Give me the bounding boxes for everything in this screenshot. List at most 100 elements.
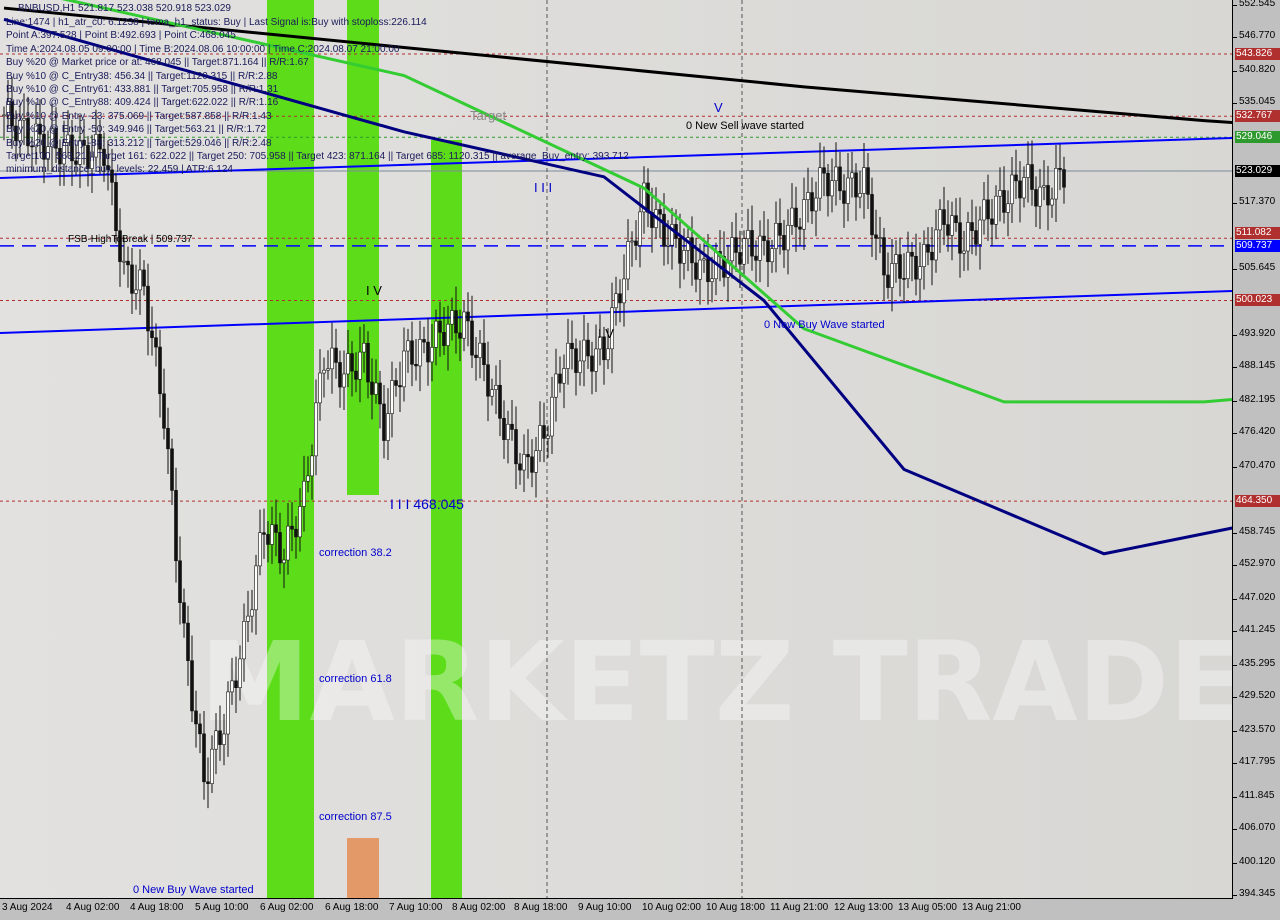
candle-body bbox=[90, 156, 94, 169]
chart-plot-area[interactable]: MARKETZ TRADE BNBUSD,H1 521.817 523.038 … bbox=[0, 0, 1233, 899]
candle-body bbox=[598, 336, 602, 350]
candle-body bbox=[626, 241, 630, 280]
candle-body bbox=[830, 180, 834, 197]
candle-body bbox=[294, 528, 298, 538]
candle-body bbox=[74, 160, 78, 165]
candle-body bbox=[38, 123, 42, 135]
buy-wave-label: 0 New Buy Wave started bbox=[764, 319, 885, 331]
candle-body bbox=[222, 733, 226, 745]
candle-body bbox=[986, 199, 990, 220]
candle-body bbox=[30, 145, 34, 148]
candle-body bbox=[570, 342, 574, 350]
candle-body bbox=[606, 348, 610, 361]
candle-body bbox=[1046, 185, 1050, 206]
info-line: Target100: 563.21 || Target 161: 622.022… bbox=[6, 151, 629, 162]
candle-body bbox=[878, 237, 882, 239]
candle-body bbox=[1054, 168, 1058, 200]
candle-body bbox=[566, 342, 570, 369]
candle-body bbox=[990, 218, 994, 225]
y-tick-label: 417.795 bbox=[1239, 756, 1276, 768]
sell-wave-label: 0 New Sell wave started bbox=[686, 120, 804, 132]
candle-body bbox=[118, 230, 122, 262]
target-label: Target bbox=[470, 108, 507, 123]
price-level-tag: 511.082 bbox=[1235, 226, 1280, 239]
upper-trendline[interactable] bbox=[0, 137, 1232, 179]
wave-iv-label: I V bbox=[598, 326, 614, 341]
price-level-tag: 532.767 bbox=[1235, 110, 1280, 123]
candle-body bbox=[930, 251, 934, 261]
candle-body bbox=[454, 310, 458, 334]
candle-body bbox=[282, 559, 286, 564]
x-tick-label: 8 Aug 18:00 bbox=[514, 902, 568, 913]
candle-body bbox=[142, 269, 146, 287]
candle-body bbox=[518, 463, 522, 471]
candle-body bbox=[166, 427, 170, 450]
y-tick bbox=[1233, 400, 1237, 402]
info-line: Buy %10 @ C_Entry38: 456.34 || Target:11… bbox=[6, 70, 278, 82]
candle-body bbox=[590, 355, 594, 372]
price-axis[interactable]: 543.826 532.767 529.046 523.029 511.082 509.7… bbox=[1233, 0, 1280, 920]
candle-body bbox=[126, 260, 130, 266]
candle-body bbox=[682, 250, 686, 264]
info-line: Buy %20 @ Entry -50: 349.946 || Target:5… bbox=[6, 124, 266, 136]
correction-61-label: correction 61.8 bbox=[319, 673, 392, 685]
candle-body bbox=[310, 455, 314, 477]
candle-body bbox=[886, 274, 890, 288]
y-tick bbox=[1233, 598, 1237, 600]
candle-body bbox=[210, 748, 214, 784]
candle-body bbox=[178, 560, 182, 603]
x-tick-label: 13 Aug 05:00 bbox=[898, 902, 957, 913]
candle-body bbox=[134, 289, 138, 294]
candle-body bbox=[458, 332, 462, 339]
candle-body bbox=[702, 258, 706, 261]
candle-body bbox=[410, 340, 414, 365]
candle-body bbox=[530, 456, 534, 473]
candle-body bbox=[1038, 186, 1042, 207]
y-tick-label: 552.545 bbox=[1239, 0, 1276, 9]
candle-body bbox=[574, 348, 578, 373]
y-tick-label: 493.920 bbox=[1239, 327, 1276, 339]
info-line: minimum_distance_buy_levels: 22.459 | AT… bbox=[6, 164, 233, 176]
candle-body bbox=[218, 730, 222, 745]
candle-body bbox=[562, 368, 566, 384]
candle-body bbox=[66, 134, 70, 143]
candle-body bbox=[182, 602, 186, 624]
candle-body bbox=[502, 418, 506, 440]
candle-body bbox=[186, 622, 190, 661]
candle-body bbox=[386, 413, 390, 441]
x-tick-label: 10 Aug 02:00 bbox=[642, 902, 701, 913]
fsb-label: FSB-HighToBreak | 509.737 bbox=[68, 234, 193, 245]
y-tick-label: 470.470 bbox=[1239, 459, 1276, 471]
candle-body bbox=[42, 133, 46, 160]
info-line: Buy %20 @ Market price or at: 468.045 ||… bbox=[6, 57, 309, 69]
candle-body bbox=[34, 123, 38, 148]
candle-body bbox=[234, 680, 238, 689]
candle-body bbox=[622, 278, 626, 304]
candle-body bbox=[14, 125, 18, 142]
candle-body bbox=[406, 340, 410, 352]
candle-body bbox=[782, 235, 786, 251]
candle-body bbox=[882, 237, 886, 276]
candle-body bbox=[978, 219, 982, 245]
candle-body bbox=[902, 278, 906, 280]
candle-body bbox=[1034, 189, 1038, 207]
y-tick bbox=[1233, 70, 1237, 72]
candle-body bbox=[266, 534, 270, 545]
y-tick bbox=[1233, 37, 1237, 39]
candle-body bbox=[254, 565, 258, 611]
candle-body bbox=[950, 215, 954, 236]
candle-body bbox=[994, 195, 998, 225]
candle-body bbox=[446, 323, 450, 346]
y-tick-label: 441.245 bbox=[1239, 624, 1276, 636]
y-tick-label: 535.045 bbox=[1239, 96, 1276, 108]
y-tick-label: 458.745 bbox=[1239, 525, 1276, 537]
candle-body bbox=[970, 222, 974, 231]
time-axis[interactable]: 3 Aug 2024 4 Aug 02:00 4 Aug 18:00 5 Aug 10… bbox=[0, 899, 1280, 920]
candle-body bbox=[866, 167, 870, 195]
x-tick-label: 6 Aug 02:00 bbox=[260, 902, 314, 913]
candle-body bbox=[490, 389, 494, 397]
info-line: Buy %10 @ Entry -23: 375.069 || Target:5… bbox=[6, 110, 272, 122]
candle-body bbox=[122, 260, 126, 263]
candle-body bbox=[694, 262, 698, 280]
candle-body bbox=[334, 347, 338, 363]
